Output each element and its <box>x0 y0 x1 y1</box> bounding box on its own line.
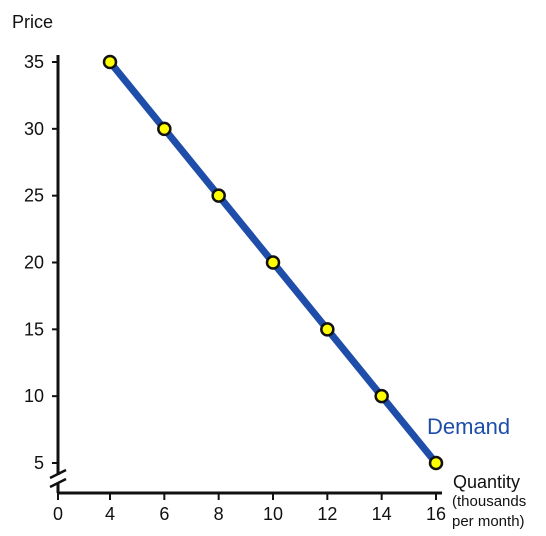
data-point <box>265 255 281 270</box>
y-tick-label: 5 <box>34 453 44 473</box>
x-tick-label: 16 <box>426 504 446 524</box>
x-tick-label: 0 <box>53 504 63 524</box>
data-point <box>157 121 172 137</box>
y-tick-label: 15 <box>24 319 44 339</box>
data-point <box>211 188 226 203</box>
x-tick-label: 14 <box>372 504 392 524</box>
x-axis-subtitle-line-1: (thousands <box>452 493 526 510</box>
x-tick-label: 8 <box>214 504 224 524</box>
series-label-demand: Demand <box>427 414 510 439</box>
x-tick-label: 4 <box>105 504 115 524</box>
y-tick-label: 10 <box>24 386 44 406</box>
axis-break-stroke <box>49 477 67 489</box>
tick-labels: 5 10 15 20 25 30 35 0 4 6 8 10 12 14 16 <box>24 52 446 524</box>
data-point <box>374 388 389 404</box>
y-tick-label: 35 <box>24 52 44 72</box>
y-axis-title: Price <box>12 12 53 32</box>
data-point <box>428 455 444 471</box>
axis-break-stroke <box>49 468 67 480</box>
tick-marks <box>52 61 437 500</box>
data-point <box>102 54 118 70</box>
x-tick-label: 10 <box>263 504 283 524</box>
y-tick-label: 30 <box>24 119 44 139</box>
axes <box>49 55 442 495</box>
x-tick-label: 6 <box>159 504 169 524</box>
data-points <box>102 54 444 471</box>
x-tick-label: 12 <box>317 504 337 524</box>
axis-break-mark <box>49 468 67 489</box>
axis-break-gap <box>53 475 63 483</box>
x-axis-subtitle-line-2: per month) <box>452 513 525 530</box>
x-axis-title: Quantity <box>453 472 520 492</box>
y-tick-label: 20 <box>24 253 44 273</box>
data-point <box>320 322 335 337</box>
y-tick-label: 25 <box>24 186 44 206</box>
